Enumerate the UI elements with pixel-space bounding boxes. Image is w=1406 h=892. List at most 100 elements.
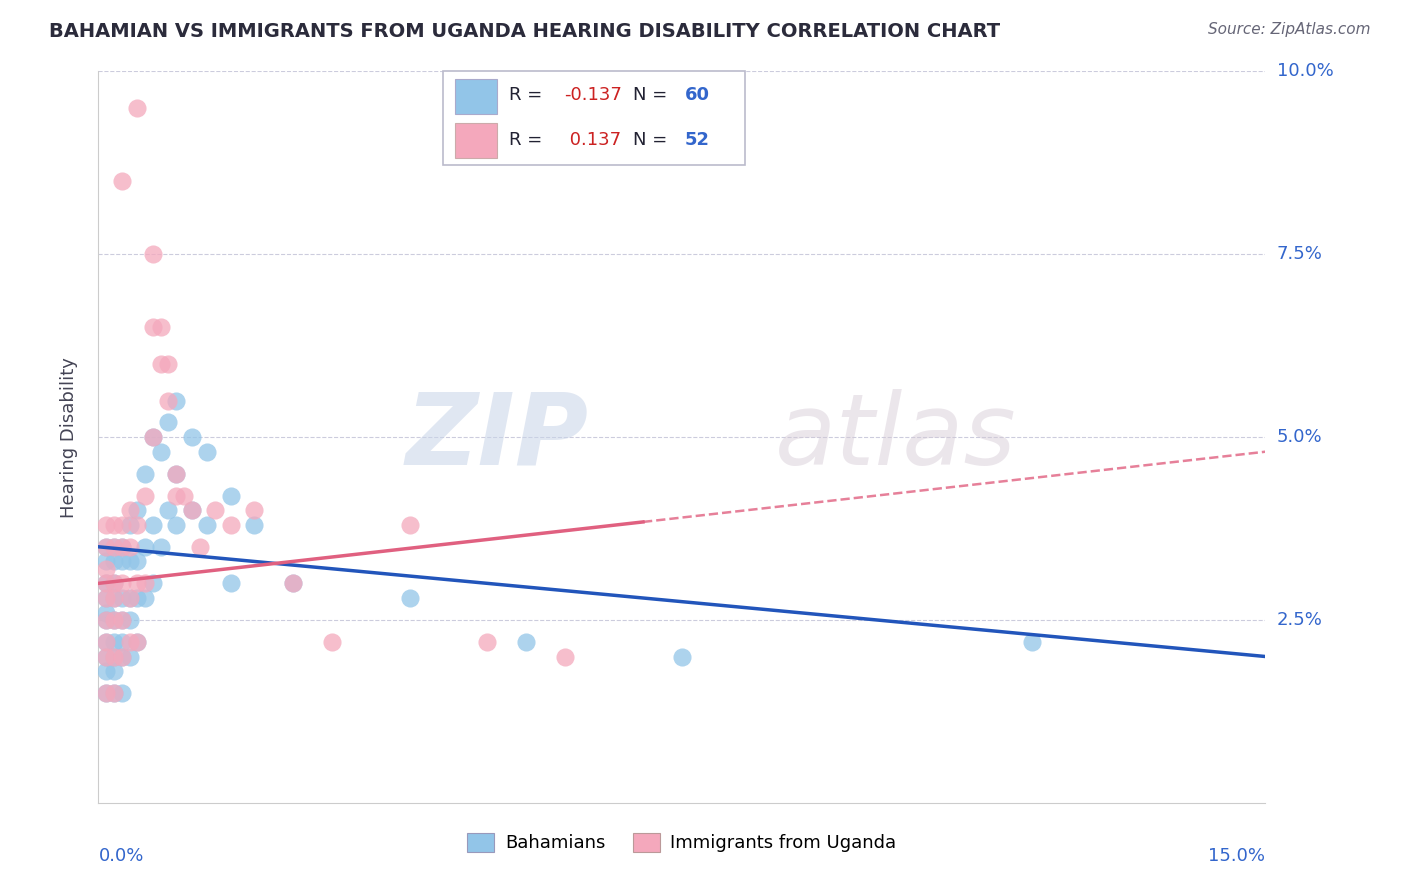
Point: [195, 444, 218, 458]
Point: [134, 540, 156, 554]
Point: [111, 540, 134, 554]
Point: [96, 591, 118, 605]
Point: [515, 635, 537, 649]
Point: [321, 635, 343, 649]
Point: [118, 540, 141, 554]
Point: [118, 591, 141, 605]
Point: [103, 686, 125, 700]
Point: [173, 489, 195, 503]
Point: [477, 635, 499, 649]
Point: [111, 613, 134, 627]
Point: [96, 576, 118, 591]
Point: [142, 430, 165, 444]
Text: BAHAMIAN VS IMMIGRANTS FROM UGANDA HEARING DISABILITY CORRELATION CHART: BAHAMIAN VS IMMIGRANTS FROM UGANDA HEARI…: [49, 22, 1000, 41]
Point: [219, 576, 242, 591]
Point: [127, 517, 149, 532]
Point: [96, 517, 118, 532]
Point: [96, 613, 118, 627]
Point: [188, 540, 211, 554]
Point: [127, 591, 149, 605]
Point: [554, 649, 576, 664]
Point: [103, 517, 125, 532]
Point: [204, 503, 226, 517]
Text: -0.137: -0.137: [564, 87, 621, 104]
Text: Source: ZipAtlas.com: Source: ZipAtlas.com: [1208, 22, 1371, 37]
Point: [96, 635, 118, 649]
Point: [103, 635, 125, 649]
Point: [118, 517, 141, 532]
Point: [111, 686, 134, 700]
Point: [118, 591, 141, 605]
Point: [103, 591, 125, 605]
Point: [243, 503, 266, 517]
Point: [157, 393, 180, 408]
Point: [103, 613, 125, 627]
Point: [111, 649, 134, 664]
Point: [180, 503, 202, 517]
Point: [134, 576, 156, 591]
Point: [103, 576, 125, 591]
Point: [127, 101, 149, 115]
Point: [127, 554, 149, 568]
Point: [180, 503, 202, 517]
Point: [111, 635, 134, 649]
Point: [96, 562, 118, 576]
Point: [111, 613, 134, 627]
Point: [134, 489, 156, 503]
Point: [96, 540, 118, 554]
Text: 5.0%: 5.0%: [1277, 428, 1322, 446]
Point: [103, 576, 125, 591]
Point: [96, 649, 118, 664]
Text: 0.0%: 0.0%: [98, 847, 143, 864]
Point: [127, 503, 149, 517]
FancyBboxPatch shape: [456, 78, 498, 113]
Point: [96, 606, 118, 620]
Y-axis label: Hearing Disability: Hearing Disability: [59, 357, 77, 517]
Point: [111, 540, 134, 554]
Point: [103, 649, 125, 664]
Point: [111, 576, 134, 591]
Point: [111, 174, 134, 188]
Text: N =: N =: [633, 87, 673, 104]
Point: [142, 430, 165, 444]
Point: [398, 517, 420, 532]
Point: [96, 664, 118, 678]
Point: [103, 664, 125, 678]
Point: [134, 467, 156, 481]
Point: [281, 576, 304, 591]
Point: [165, 467, 187, 481]
Point: [96, 540, 118, 554]
Point: [96, 576, 118, 591]
Point: [398, 591, 420, 605]
Point: [118, 649, 141, 664]
Point: [165, 517, 187, 532]
Point: [149, 357, 172, 371]
Point: [111, 649, 134, 664]
Point: [103, 591, 125, 605]
Point: [142, 320, 165, 334]
Point: [219, 517, 242, 532]
Point: [142, 576, 165, 591]
Text: R =: R =: [509, 131, 548, 149]
Point: [149, 320, 172, 334]
Text: 2.5%: 2.5%: [1277, 611, 1323, 629]
Point: [103, 540, 125, 554]
Point: [142, 517, 165, 532]
FancyBboxPatch shape: [456, 123, 498, 158]
Point: [96, 686, 118, 700]
Point: [96, 591, 118, 605]
Point: [96, 649, 118, 664]
Point: [103, 554, 125, 568]
Text: 10.0%: 10.0%: [1277, 62, 1333, 80]
Point: [127, 576, 149, 591]
Text: atlas: atlas: [775, 389, 1017, 485]
Text: 15.0%: 15.0%: [1208, 847, 1265, 864]
Text: 60: 60: [685, 87, 710, 104]
Point: [96, 554, 118, 568]
Point: [111, 591, 134, 605]
Point: [118, 635, 141, 649]
Text: R =: R =: [509, 87, 548, 104]
Point: [195, 517, 218, 532]
Point: [165, 489, 187, 503]
Point: [165, 393, 187, 408]
